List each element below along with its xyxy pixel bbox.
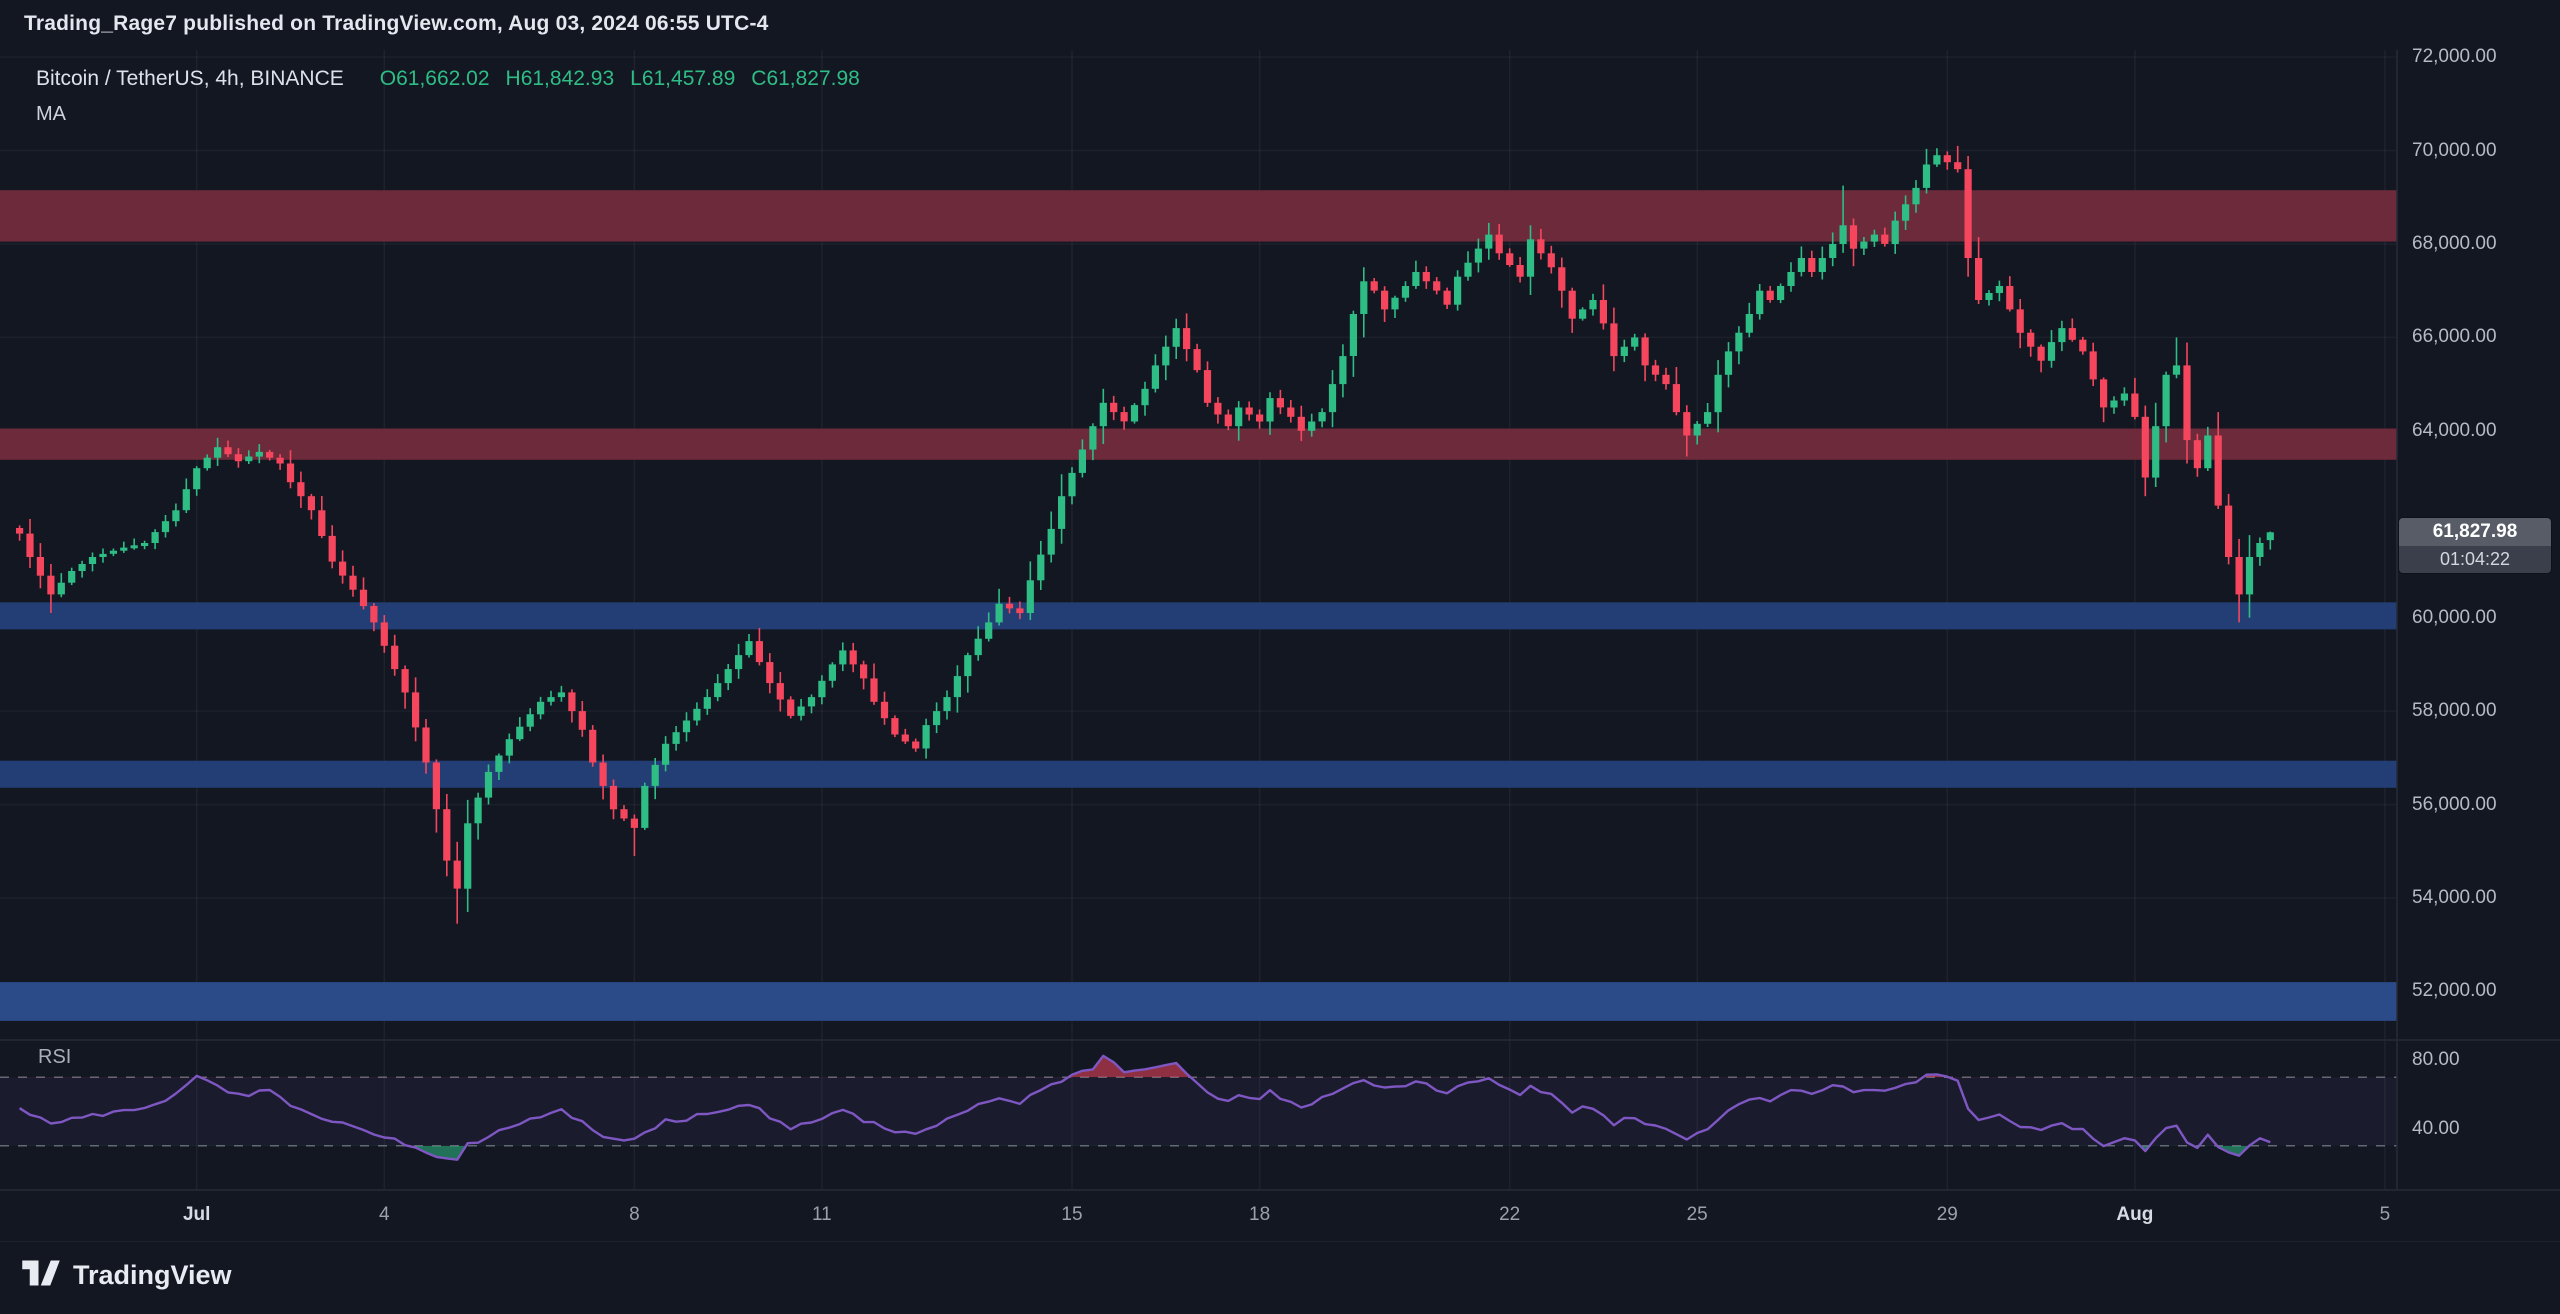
rsi-tick-label: 80.00 <box>2412 1049 2460 1070</box>
symbol-legend-row[interactable]: Bitcoin / TetherUS, 4h, BINANCE O61,662.… <box>36 64 860 94</box>
ohlc-readout: O61,662.02 H61,842.93 L61,457.89 C61,827… <box>364 67 860 91</box>
rsi-indicator-legend[interactable]: RSI <box>38 1046 72 1068</box>
last-price-label: 61,827.98 01:04:22 <box>2399 518 2551 574</box>
time-tick-label: 4 <box>379 1204 390 1225</box>
high-value: H61,842.93 <box>505 67 615 90</box>
price-tick-label: 52,000.00 <box>2412 980 2497 1002</box>
low-value: L61,457.89 <box>630 67 736 90</box>
price-tick-label: 60,000.00 <box>2412 606 2497 628</box>
price-tick-label: 70,000.00 <box>2412 139 2497 161</box>
time-tick-label: 5 <box>2379 1204 2391 1225</box>
time-tick-label: 15 <box>1061 1204 1083 1225</box>
tradingview-logo-icon[interactable] <box>22 1258 60 1293</box>
chart-legend: Bitcoin / TetherUS, 4h, BINANCE O61,662.… <box>36 64 860 128</box>
price-tick-label: 64,000.00 <box>2412 419 2497 441</box>
time-tick-label: 8 <box>629 1204 640 1225</box>
time-tick-label: 22 <box>1499 1204 1521 1225</box>
time-axis[interactable]: Jul 4 8 11 15 18 22 25 29 Aug 5 <box>0 1191 2560 1241</box>
time-tick-label: 11 <box>812 1204 832 1225</box>
time-tick-label: 18 <box>1249 1204 1271 1225</box>
time-tick-label: 29 <box>1936 1204 1958 1225</box>
price-tick-label: 68,000.00 <box>2412 233 2497 254</box>
price-tick-label: 72,000.00 <box>2412 46 2497 68</box>
candles-layer <box>16 145 2274 924</box>
ma-indicator-legend[interactable]: MA <box>36 102 66 125</box>
price-tick-label: 58,000.00 <box>2412 700 2497 722</box>
tradingview-brand-text[interactable]: TradingView <box>73 1260 232 1290</box>
publish-info-text: Trading_Rage7 published on TradingView.c… <box>24 12 769 35</box>
close-value: C61,827.98 <box>751 67 860 90</box>
price-tick-label: 56,000.00 <box>2412 793 2497 815</box>
symbol-title[interactable]: Bitcoin / TetherUS, 4h, BINANCE <box>36 67 344 90</box>
time-tick-label: Aug <box>2116 1204 2154 1225</box>
separators-layer <box>0 50 2560 1191</box>
time-tick-label: 25 <box>1686 1204 1708 1225</box>
rsi-layer <box>0 1054 2397 1161</box>
header-bar: Trading_Rage7 published on TradingView.c… <box>0 0 2560 48</box>
footer-bar: TradingView <box>0 1241 2560 1309</box>
price-axis[interactable]: 72,000.00 70,000.00 68,000.00 66,000.00 64,0… <box>2398 0 2560 1309</box>
price-tick-label: 66,000.00 <box>2412 326 2497 348</box>
rsi-tick-label: 40.00 <box>2412 1117 2460 1139</box>
zones-layer <box>0 190 2397 1021</box>
bar-close-countdown: 01:04:22 <box>2399 546 2551 574</box>
last-price-value: 61,827.98 <box>2399 518 2551 547</box>
time-tick-label: Jul <box>182 1204 211 1225</box>
open-value: O61,662.02 <box>379 67 490 90</box>
price-tick-label: 54,000.00 <box>2412 887 2497 908</box>
